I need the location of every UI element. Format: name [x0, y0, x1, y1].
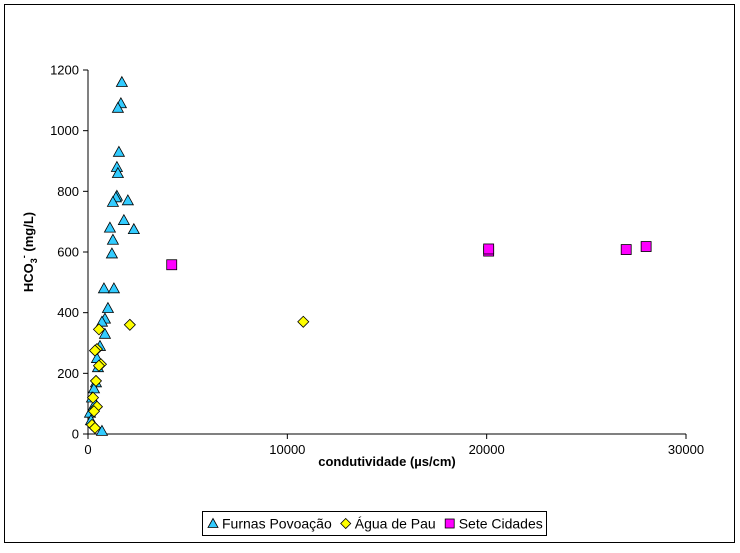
- x-axis-title: condutividade (µs/cm): [318, 454, 456, 469]
- y-tick-label: 1200: [50, 63, 79, 78]
- triangle-point: [101, 301, 115, 313]
- legend-label: Água de Pau: [355, 516, 436, 532]
- triangle-point: [105, 247, 119, 259]
- square-point: [620, 244, 632, 255]
- y-axis-title-unit: (mg/L): [21, 212, 36, 255]
- triangle-point: [106, 195, 120, 207]
- chart-border: [4, 4, 735, 543]
- triangle-point: [111, 101, 125, 113]
- triangle-point: [106, 233, 120, 245]
- x-tick-label: 10000: [269, 442, 305, 457]
- y-axis-ticks: 0 200 400 600 800 1000 1200: [50, 63, 88, 442]
- diamond-point: [87, 405, 101, 418]
- diamond-point: [297, 315, 310, 328]
- square-point: [166, 259, 178, 271]
- legend-label: Sete Cidades: [459, 516, 543, 532]
- triangle-point: [97, 282, 111, 294]
- triangle-point: [121, 194, 135, 206]
- diamond-point: [92, 323, 106, 336]
- legend-label: Furnas Povoação: [222, 516, 332, 532]
- diamond-point: [92, 359, 106, 372]
- series-square: [166, 241, 652, 271]
- x-tick-label: 20000: [469, 442, 505, 457]
- y-tick-label: 800: [57, 184, 79, 199]
- diamond-point: [123, 318, 136, 331]
- y-tick-label: 400: [57, 305, 79, 320]
- diamond-point: [86, 391, 100, 404]
- y-tick-label: 200: [57, 366, 79, 381]
- triangle-point: [112, 145, 126, 157]
- series-diamond: [85, 315, 310, 434]
- diamond-point: [88, 344, 102, 357]
- legend: Furnas Povoação Água de Pau Sete Cidades: [202, 511, 547, 536]
- y-axis-title-sup: -: [19, 255, 29, 258]
- triangle-point: [98, 327, 112, 339]
- diamond-point: [89, 374, 103, 387]
- y-tick-label: 600: [57, 245, 79, 260]
- legend-triangle-icon: [207, 517, 219, 528]
- y-tick-label: 0: [72, 427, 79, 442]
- y-tick-label: 1000: [50, 123, 79, 138]
- triangle-point: [95, 424, 109, 436]
- triangle-point: [127, 222, 141, 235]
- x-axis-ticks: 0 10000 20000 30000: [84, 434, 704, 457]
- legend-diamond-icon: [340, 517, 352, 530]
- legend-square-icon: [444, 518, 455, 529]
- diamond-point: [88, 421, 102, 434]
- x-tick-label: 30000: [668, 442, 704, 457]
- legend-box: [202, 511, 547, 536]
- triangle-point: [117, 213, 131, 225]
- triangle-point: [111, 166, 125, 178]
- x-tick-label: 0: [84, 442, 91, 457]
- square-point: [483, 243, 495, 255]
- triangle-point: [107, 282, 121, 294]
- y-axis-title-sub: 3: [29, 258, 39, 263]
- chart-marks: [83, 75, 652, 436]
- y-axis-title-main: HCO: [21, 263, 36, 292]
- y-axis-title: HCO3- (mg/L): [19, 212, 39, 292]
- triangle-point: [115, 75, 129, 87]
- square-point: [640, 241, 652, 252]
- triangle-point: [103, 221, 117, 233]
